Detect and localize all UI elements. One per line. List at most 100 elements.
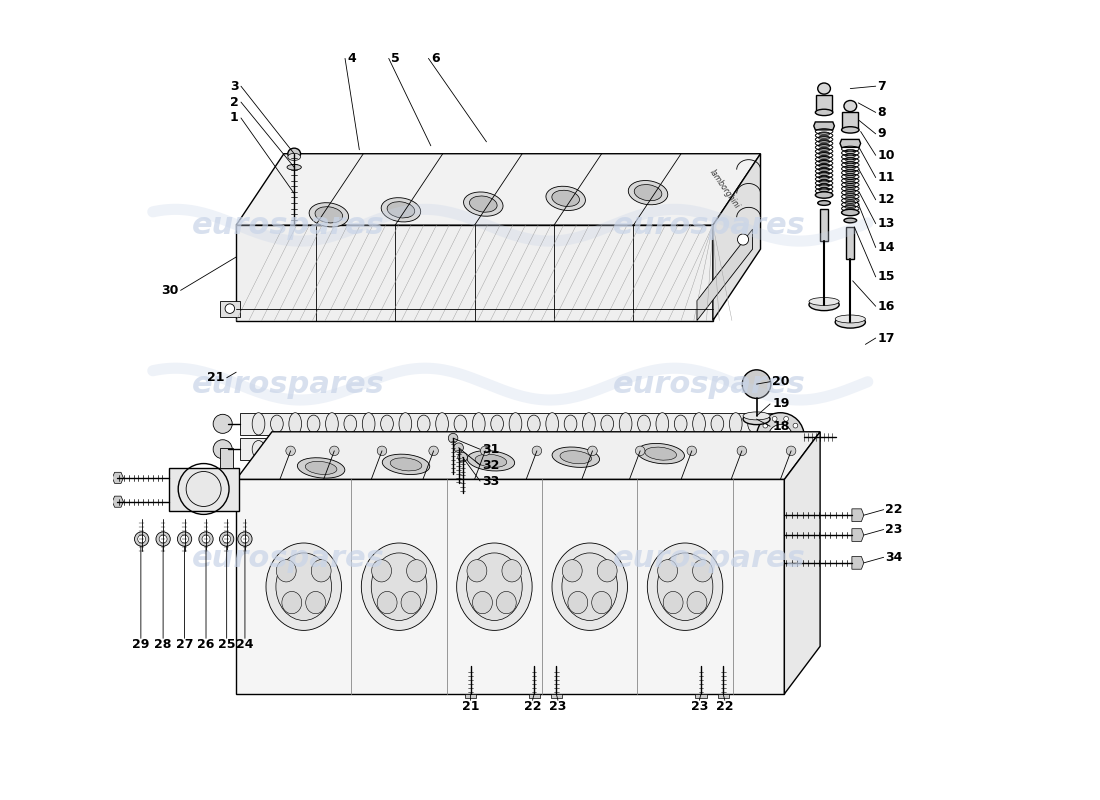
Text: 33: 33 <box>483 474 499 487</box>
Text: 22: 22 <box>524 700 541 714</box>
Ellipse shape <box>271 438 283 460</box>
Ellipse shape <box>552 543 627 630</box>
Ellipse shape <box>658 553 713 621</box>
Ellipse shape <box>528 415 540 433</box>
Text: 14: 14 <box>878 241 894 254</box>
Text: 24: 24 <box>236 638 254 651</box>
Text: 19: 19 <box>772 398 790 410</box>
Ellipse shape <box>315 206 343 223</box>
Ellipse shape <box>362 441 375 458</box>
Ellipse shape <box>381 438 394 460</box>
Ellipse shape <box>436 441 449 458</box>
Text: 8: 8 <box>878 106 886 119</box>
Ellipse shape <box>382 198 420 222</box>
Ellipse shape <box>472 413 485 435</box>
Ellipse shape <box>619 413 632 435</box>
Ellipse shape <box>466 553 522 621</box>
Bar <box>816 95 832 113</box>
Text: 7: 7 <box>878 80 887 93</box>
Ellipse shape <box>454 415 466 433</box>
Ellipse shape <box>628 181 668 205</box>
Ellipse shape <box>288 154 300 161</box>
Ellipse shape <box>381 415 394 433</box>
Text: 30: 30 <box>161 284 178 297</box>
Ellipse shape <box>601 415 614 433</box>
Ellipse shape <box>436 413 449 435</box>
Text: eurospares: eurospares <box>613 210 805 240</box>
Ellipse shape <box>656 413 669 435</box>
Ellipse shape <box>817 201 830 206</box>
Circle shape <box>481 446 490 456</box>
Circle shape <box>222 535 231 543</box>
Ellipse shape <box>252 413 265 435</box>
Ellipse shape <box>597 560 617 582</box>
Bar <box>821 210 828 241</box>
Circle shape <box>429 446 439 456</box>
Text: 6: 6 <box>431 52 440 65</box>
Text: 20: 20 <box>772 375 790 388</box>
Text: 25: 25 <box>218 638 235 651</box>
Ellipse shape <box>564 438 576 460</box>
Ellipse shape <box>552 447 600 467</box>
Ellipse shape <box>658 560 678 582</box>
Text: 9: 9 <box>878 127 886 140</box>
Ellipse shape <box>390 458 421 471</box>
Ellipse shape <box>496 591 516 614</box>
Polygon shape <box>551 694 562 698</box>
Ellipse shape <box>463 192 503 216</box>
Ellipse shape <box>844 101 857 112</box>
Circle shape <box>532 446 541 456</box>
Circle shape <box>784 452 789 457</box>
Circle shape <box>784 417 789 422</box>
Ellipse shape <box>252 441 265 458</box>
Ellipse shape <box>656 441 669 458</box>
Ellipse shape <box>377 591 397 614</box>
Circle shape <box>156 532 170 546</box>
Circle shape <box>587 446 597 456</box>
Circle shape <box>454 443 463 453</box>
Ellipse shape <box>344 415 356 433</box>
Ellipse shape <box>748 438 760 460</box>
Circle shape <box>138 535 145 543</box>
Text: 31: 31 <box>483 442 499 456</box>
Text: 18: 18 <box>772 420 790 433</box>
Text: 27: 27 <box>176 638 194 651</box>
Circle shape <box>769 425 792 449</box>
Polygon shape <box>851 557 864 570</box>
Ellipse shape <box>383 454 430 474</box>
Ellipse shape <box>362 413 375 435</box>
Text: 29: 29 <box>132 638 150 651</box>
Ellipse shape <box>638 415 650 433</box>
Bar <box>843 113 858 130</box>
Text: eurospares: eurospares <box>613 544 805 574</box>
Text: eurospares: eurospares <box>191 210 384 240</box>
Ellipse shape <box>647 543 723 630</box>
Ellipse shape <box>282 591 301 614</box>
Circle shape <box>786 446 796 456</box>
Ellipse shape <box>729 441 743 458</box>
Text: 23: 23 <box>886 523 903 536</box>
Circle shape <box>763 423 768 428</box>
Ellipse shape <box>361 543 437 630</box>
Ellipse shape <box>472 441 485 458</box>
Ellipse shape <box>491 415 504 433</box>
Circle shape <box>772 417 777 422</box>
Circle shape <box>330 446 339 456</box>
Ellipse shape <box>276 553 331 621</box>
Circle shape <box>796 434 802 439</box>
Circle shape <box>134 532 148 546</box>
Polygon shape <box>717 694 728 698</box>
Ellipse shape <box>372 560 392 582</box>
Ellipse shape <box>815 110 833 115</box>
Polygon shape <box>713 154 760 321</box>
Ellipse shape <box>693 441 705 458</box>
Ellipse shape <box>271 415 283 433</box>
Text: eurospares: eurospares <box>191 544 384 574</box>
Ellipse shape <box>475 454 507 467</box>
Ellipse shape <box>583 413 595 435</box>
Polygon shape <box>220 301 240 317</box>
Text: lamborghini: lamborghini <box>708 168 741 210</box>
Circle shape <box>772 452 777 457</box>
Circle shape <box>377 446 387 456</box>
Ellipse shape <box>835 316 866 328</box>
